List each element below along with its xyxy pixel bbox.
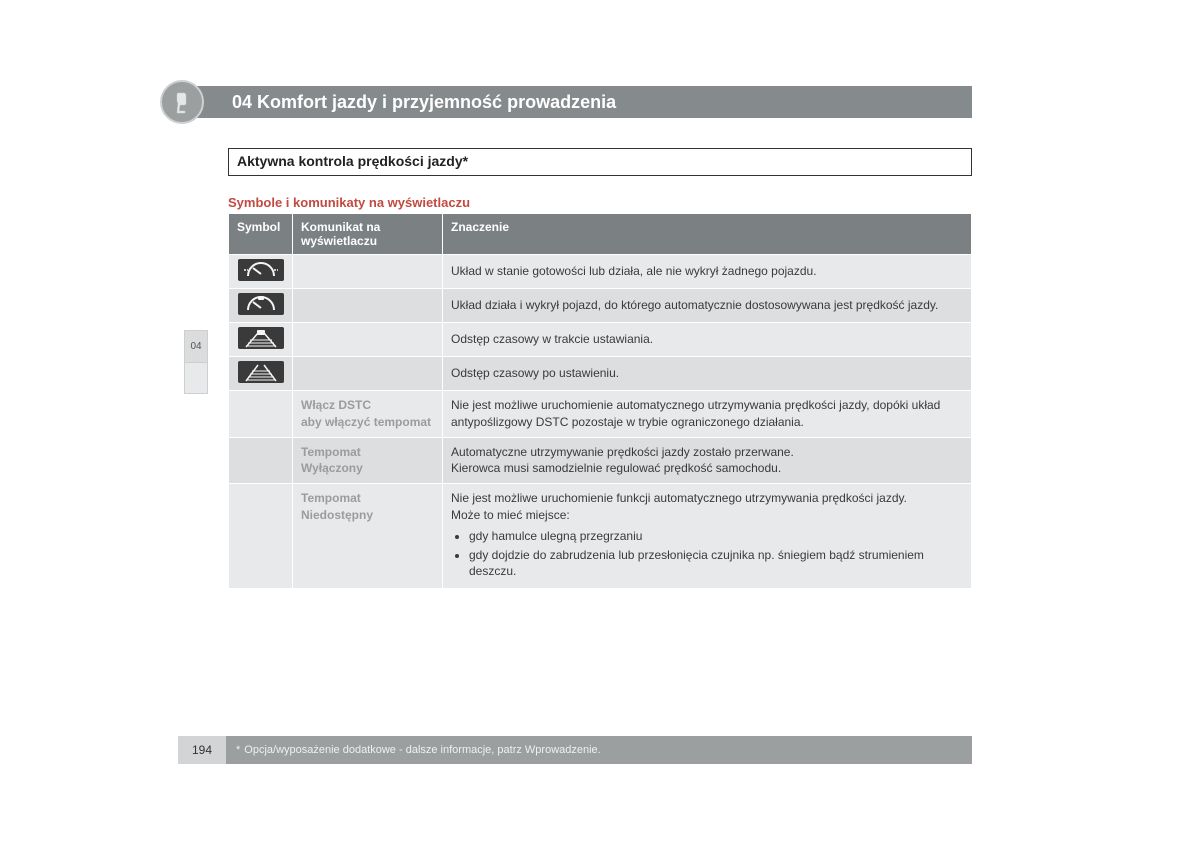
asterisk-icon: * xyxy=(236,744,240,756)
msg-line: Tempomat xyxy=(301,490,434,507)
section-title: Aktywna kontrola prędkości jazdy* xyxy=(237,153,468,169)
table-header-row: Symbol Komunikat na wyświetlaczu Znaczen… xyxy=(229,214,972,255)
footer-bar: 194 * Opcja/wyposażenie dodatkowe - dals… xyxy=(178,736,972,764)
th-meaning: Znaczenie xyxy=(443,214,972,255)
cell-message xyxy=(293,323,443,357)
cell-meaning: Układ w stanie gotowości lub działa, ale… xyxy=(443,255,972,289)
msg-line: aby włączyć tempomat xyxy=(301,414,434,431)
meaning-line: Automatyczne utrzymywanie prędkości jazd… xyxy=(451,444,963,461)
section-title-box: Aktywna kontrola prędkości jazdy* xyxy=(228,148,972,176)
cell-message xyxy=(293,289,443,323)
footer-note-text: Opcja/wyposażenie dodatkowe - dalsze inf… xyxy=(244,744,600,756)
cell-meaning: Nie jest możliwe uruchomienie funkcji au… xyxy=(443,484,972,589)
cell-message xyxy=(293,255,443,289)
msg-line: Tempomat xyxy=(301,444,434,461)
table-row: Układ działa i wykrył pojazd, do którego… xyxy=(229,289,972,323)
sub-heading: Symbole i komunikaty na wyświetlaczu xyxy=(228,195,470,210)
cell-meaning: Nie jest możliwe uruchomienie automatycz… xyxy=(443,391,972,438)
meaning-line: Kierowca musi samodzielnie regulować prę… xyxy=(451,460,963,477)
speedo-standby-icon xyxy=(238,259,284,281)
chapter-header-bar: 04 Komfort jazdy i przyjemność prowadzen… xyxy=(178,86,972,118)
msg-line: Wyłączony xyxy=(301,460,434,477)
table-row: Układ w stanie gotowości lub działa, ale… xyxy=(229,255,972,289)
manual-page: 04 Komfort jazdy i przyjemność prowadzen… xyxy=(0,0,1200,848)
table-row: Tempomat Niedostępny Nie jest możliwe ur… xyxy=(229,484,972,589)
cell-message: Tempomat Niedostępny xyxy=(293,484,443,589)
page-number: 194 xyxy=(178,736,226,764)
cell-symbol xyxy=(229,323,293,357)
meaning-intro: Nie jest możliwe uruchomienie funkcji au… xyxy=(451,490,963,507)
cell-meaning: Odstęp czasowy po ustawieniu. xyxy=(443,357,972,391)
msg-line: Włącz DSTC xyxy=(301,397,434,414)
cell-symbol xyxy=(229,357,293,391)
meaning-bullet: gdy dojdzie do zabrudzenia lub przesłoni… xyxy=(469,547,963,581)
cell-symbol xyxy=(229,437,293,484)
table-row: Tempomat Wyłączony Automatyczne utrzymyw… xyxy=(229,437,972,484)
meaning-bullet-list: gdy hamulce ulegną przegrzaniu gdy dojdz… xyxy=(469,528,963,580)
cell-message: Włącz DSTC aby włączyć tempomat xyxy=(293,391,443,438)
distance-set-icon xyxy=(238,361,284,383)
side-chapter-tab: 04 xyxy=(184,330,208,394)
cell-meaning: Układ działa i wykrył pojazd, do którego… xyxy=(443,289,972,323)
th-symbol: Symbol xyxy=(229,214,293,255)
chapter-title: 04 Komfort jazdy i przyjemność prowadzen… xyxy=(232,92,616,113)
speedo-active-icon xyxy=(238,293,284,315)
cell-symbol xyxy=(229,289,293,323)
footer-note: * Opcja/wyposażenie dodatkowe - dalsze i… xyxy=(226,736,972,764)
cell-meaning: Odstęp czasowy w trakcie ustawiania. xyxy=(443,323,972,357)
cell-symbol xyxy=(229,391,293,438)
distance-setting-icon xyxy=(238,327,284,349)
cell-meaning: Automatyczne utrzymywanie prędkości jazd… xyxy=(443,437,972,484)
chapter-badge-icon xyxy=(160,80,204,124)
symbols-table: Symbol Komunikat na wyświetlaczu Znaczen… xyxy=(228,213,972,589)
th-message: Komunikat na wyświetlaczu xyxy=(293,214,443,255)
cell-symbol xyxy=(229,255,293,289)
table-row: Odstęp czasowy w trakcie ustawiania. xyxy=(229,323,972,357)
cell-message xyxy=(293,357,443,391)
cell-symbol xyxy=(229,484,293,589)
table-row: Włącz DSTC aby włączyć tempomat Nie jest… xyxy=(229,391,972,438)
seat-icon xyxy=(169,89,195,115)
cell-message: Tempomat Wyłączony xyxy=(293,437,443,484)
meaning-bullet: gdy hamulce ulegną przegrzaniu xyxy=(469,528,963,545)
side-tab-label: 04 xyxy=(185,331,207,363)
table-row: Odstęp czasowy po ustawieniu. xyxy=(229,357,972,391)
meaning-sub: Może to mieć miejsce: xyxy=(451,507,963,524)
msg-line: Niedostępny xyxy=(301,507,434,524)
